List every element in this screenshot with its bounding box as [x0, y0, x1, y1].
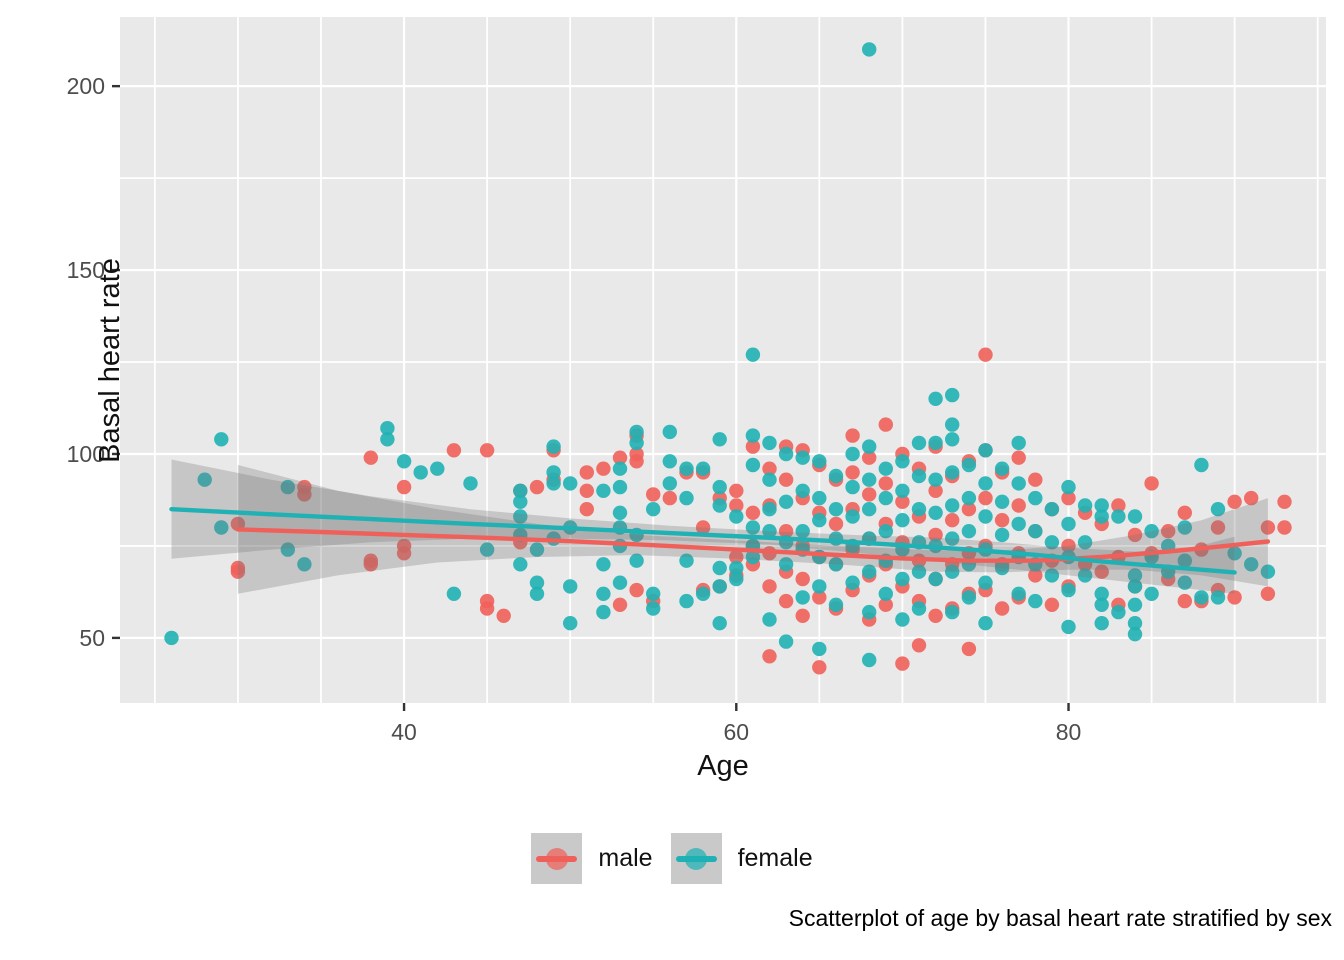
x-axis: 40 60 80 Age [391, 703, 1081, 782]
female-points [164, 42, 1276, 668]
caption: Scatterplot of age by basal heart rate s… [788, 905, 1332, 931]
legend-label-male: male [598, 844, 653, 872]
svg-text:40: 40 [391, 719, 417, 745]
male-smooth-line [235, 527, 1271, 563]
svg-text:60: 60 [723, 719, 749, 745]
x-axis-title: Age [697, 750, 749, 782]
legend-label-female: female [737, 844, 813, 872]
svg-text:150: 150 [67, 257, 105, 283]
male-legend-key-icon [531, 833, 583, 884]
legend: male female [0, 833, 1344, 884]
y-axis-title-text: Basal heart rate [93, 257, 126, 463]
legend-item-female[interactable]: female [670, 833, 813, 884]
svg-text:80: 80 [1056, 719, 1082, 745]
scatter-plot: 40 60 80 Age 50 100 150 200 [67, 17, 1326, 782]
svg-text:100: 100 [67, 441, 105, 467]
female-smooth-line [169, 507, 1237, 575]
svg-text:50: 50 [79, 625, 105, 651]
legend-item-male[interactable]: male [531, 833, 653, 884]
y-axis: 50 100 150 200 [67, 73, 120, 651]
svg-text:200: 200 [67, 73, 105, 99]
y-axis-title: Basal heart rate [8, 0, 213, 720]
female-legend-key-icon [670, 833, 722, 884]
